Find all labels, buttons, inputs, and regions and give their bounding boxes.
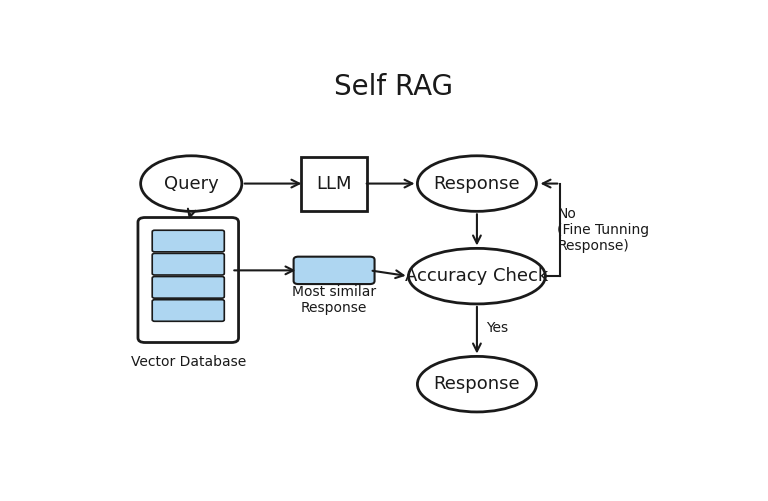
Text: LLM: LLM	[316, 174, 352, 192]
FancyBboxPatch shape	[152, 230, 224, 252]
Text: No
(Fine Tunning
Response): No (Fine Tunning Response)	[558, 206, 650, 253]
Ellipse shape	[418, 156, 537, 211]
Ellipse shape	[409, 248, 545, 304]
FancyBboxPatch shape	[301, 157, 367, 210]
Ellipse shape	[141, 156, 242, 211]
Text: Response: Response	[434, 375, 520, 393]
Text: Accuracy Check: Accuracy Check	[406, 267, 548, 285]
Text: Self RAG: Self RAG	[334, 73, 453, 101]
FancyBboxPatch shape	[138, 217, 239, 343]
Text: Response: Response	[434, 174, 520, 192]
FancyBboxPatch shape	[152, 300, 224, 321]
Text: Yes: Yes	[486, 321, 508, 335]
FancyBboxPatch shape	[152, 277, 224, 298]
Text: Most similar
Response: Most similar Response	[292, 285, 376, 315]
Text: Vector Database: Vector Database	[131, 355, 246, 369]
Ellipse shape	[418, 356, 537, 412]
FancyBboxPatch shape	[293, 257, 375, 284]
Text: Query: Query	[164, 174, 219, 192]
FancyBboxPatch shape	[152, 254, 224, 275]
